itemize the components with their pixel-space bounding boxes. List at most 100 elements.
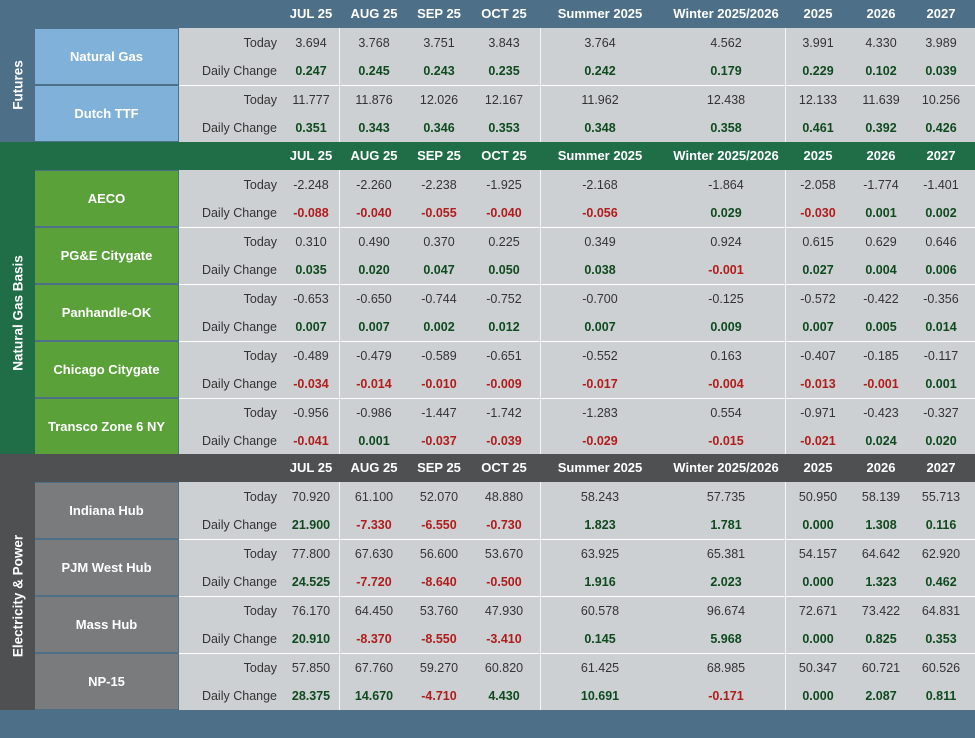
today-value: 64.642 (861, 547, 901, 561)
daily-change-value: -0.171 (708, 689, 744, 703)
today-value: 12.133 (798, 93, 838, 107)
column-header: AUG 25 (350, 6, 398, 21)
daily-change-value: 0.116 (925, 518, 957, 532)
daily-change-label: Daily Change (201, 434, 277, 448)
daily-change-value: -0.500 (486, 575, 522, 589)
today-value: 55.713 (921, 490, 961, 504)
today-value: 53.760 (419, 604, 459, 618)
data-grid (179, 170, 975, 455)
daily-change-label: Daily Change (201, 632, 277, 646)
row-name: Panhandle-OK (35, 285, 178, 340)
today-value: -0.327 (923, 406, 959, 420)
column-divider (785, 170, 786, 455)
today-value: -0.589 (421, 349, 457, 363)
daily-change-value: -0.010 (421, 377, 457, 391)
today-value: 3.764 (584, 36, 616, 50)
daily-change-value: 0.343 (358, 121, 390, 135)
section-header-band: JUL 25 AUG 25 SEP 25 OCT 25 Summer 2025 Winte… (0, 142, 975, 170)
daily-change-value: 0.811 (925, 689, 957, 703)
daily-change-value: 0.348 (584, 121, 616, 135)
daily-change-value: -0.730 (486, 518, 522, 532)
column-header: JUL 25 (289, 460, 333, 475)
today-value: 11.962 (581, 93, 619, 107)
today-value: 70.920 (291, 490, 331, 504)
today-value: 63.925 (580, 547, 620, 561)
today-value: -0.700 (582, 292, 618, 306)
column-header: SEP 25 (417, 460, 461, 475)
daily-change-label: Daily Change (201, 689, 277, 703)
daily-change-value: 2.023 (710, 575, 742, 589)
daily-change-label: Daily Change (201, 263, 277, 277)
daily-change-value: 0.007 (584, 320, 616, 334)
daily-change-value: 0.353 (925, 632, 957, 646)
today-value: -0.744 (421, 292, 457, 306)
today-value: 0.554 (710, 406, 742, 420)
daily-change-value: -3.410 (486, 632, 522, 646)
daily-change-value: -7.330 (356, 518, 392, 532)
today-value: -1.447 (421, 406, 457, 420)
section-header-band: JUL 25 AUG 25 SEP 25 OCT 25 Summer 2025 Winte… (0, 454, 975, 482)
daily-change-label: Daily Change (201, 206, 277, 220)
daily-change-value: 0.351 (295, 121, 327, 135)
today-value: -1.864 (708, 178, 744, 192)
daily-change-value: 1.308 (865, 518, 897, 532)
daily-change-label: Daily Change (201, 575, 277, 589)
today-value: -0.479 (356, 349, 392, 363)
daily-change-value: -0.029 (582, 434, 618, 448)
today-value: -0.653 (293, 292, 329, 306)
column-header: Summer 2025 (557, 6, 643, 21)
column-header: JUL 25 (289, 148, 333, 163)
daily-change-value: 0.358 (710, 121, 742, 135)
column-header: Summer 2025 (557, 148, 643, 163)
row-name: NP-15 (35, 654, 178, 709)
daily-change-value: -7.720 (356, 575, 392, 589)
today-label: Today (243, 661, 277, 675)
today-value: 61.100 (354, 490, 394, 504)
daily-change-value: -0.034 (293, 377, 329, 391)
daily-change-value: 0.012 (488, 320, 520, 334)
today-value: -2.058 (800, 178, 836, 192)
today-value: 0.370 (423, 235, 455, 249)
column-header: 2025 (803, 148, 833, 163)
daily-change-value: -0.055 (421, 206, 457, 220)
daily-change-value: 0.346 (423, 121, 455, 135)
daily-change-value: 0.145 (584, 632, 616, 646)
today-value: -2.260 (356, 178, 392, 192)
daily-change-label: Daily Change (201, 64, 277, 78)
today-value: 11.777 (292, 93, 330, 107)
daily-change-value: 0.000 (802, 575, 834, 589)
today-value: 11.639 (862, 93, 900, 107)
today-value: 4.562 (710, 36, 742, 50)
today-value: 0.615 (802, 235, 834, 249)
daily-change-value: 10.691 (580, 689, 620, 703)
today-value: 52.070 (419, 490, 459, 504)
daily-change-value: 0.242 (584, 64, 616, 78)
column-divider (540, 170, 541, 455)
daily-change-value: 4.430 (488, 689, 520, 703)
today-value: -0.185 (863, 349, 899, 363)
row-name: PG&E Citygate (35, 228, 178, 283)
section-label-text: Natural Gas Basis (10, 254, 25, 371)
today-label: Today (243, 349, 277, 363)
today-value: 60.721 (861, 661, 901, 675)
today-value: 3.751 (423, 36, 455, 50)
today-value: 77.800 (291, 547, 331, 561)
row-divider (179, 653, 975, 654)
today-value: -1.774 (863, 178, 899, 192)
daily-change-value: 0.020 (925, 434, 957, 448)
daily-change-value: 0.825 (865, 632, 897, 646)
today-value: -0.125 (708, 292, 744, 306)
daily-change-value: 0.020 (358, 263, 390, 277)
daily-change-value: 0.009 (710, 320, 742, 334)
daily-change-value: -0.013 (800, 377, 836, 391)
today-value: 57.850 (291, 661, 331, 675)
today-value: -0.552 (582, 349, 618, 363)
today-value: 61.425 (580, 661, 620, 675)
today-value: 54.157 (798, 547, 838, 561)
today-value: 0.310 (295, 235, 327, 249)
daily-change-value: 24.525 (291, 575, 331, 589)
row-name: AECO (35, 171, 178, 226)
daily-change-value: 0.002 (925, 206, 957, 220)
column-header: 2026 (866, 460, 896, 475)
daily-change-value: 0.235 (488, 64, 520, 78)
